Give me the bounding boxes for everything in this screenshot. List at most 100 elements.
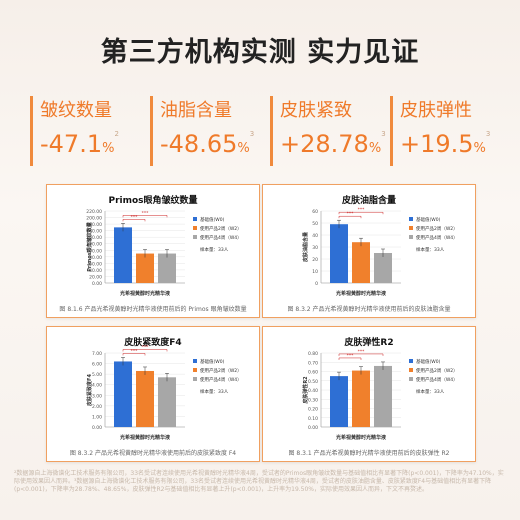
y-tick-label: 20 xyxy=(312,257,318,263)
legend-swatch xyxy=(409,368,413,372)
y-tick-label: 0 xyxy=(315,281,318,287)
y-tick-label: 10 xyxy=(312,269,318,275)
stat-footnote-mark: 2 xyxy=(114,130,119,138)
stat-footnote-mark: 3 xyxy=(485,130,491,138)
legend-label: 基础值(W0) xyxy=(200,358,225,365)
legend-label: 使用产品2周（W2） xyxy=(200,367,242,374)
chart-card-wrinkle: Primos眼角皱纹数量 0.00 20.00 40.00 60.00 80.00 100.… xyxy=(46,184,260,318)
legend-label: 使用产品2周（W2） xyxy=(416,367,458,374)
significance-mark: *** xyxy=(347,353,355,359)
bar-w4 xyxy=(158,253,176,283)
bar-w4 xyxy=(158,377,176,427)
legend-swatch xyxy=(193,217,197,221)
stat-value-group: +28.78% 3 xyxy=(280,130,386,158)
significance-mark: *** xyxy=(131,348,139,354)
chart-title: 皮肤油脂含量 xyxy=(341,194,396,206)
stat-value: +19.5 xyxy=(400,130,474,158)
chart-title: 皮肤紧致度F4 xyxy=(123,336,181,348)
stat-unit: % xyxy=(102,141,115,156)
y-tick-label: 80.00 xyxy=(89,255,102,261)
significance-bracket xyxy=(122,349,168,352)
sample-size-label: 样本量：33人 xyxy=(416,388,445,395)
stat-wrinkle: 皱纹数量 -47.1% 2 xyxy=(30,96,142,166)
chart-card-firmness: 皮肤紧致度F4 0.00 1.00 2.00 3.00 4.00 5.00 6.00 7.00 皮… xyxy=(46,326,260,462)
y-tick-label: 20.00 xyxy=(89,274,102,280)
y-tick-label: 160.00 xyxy=(86,229,102,235)
y-tick-label: 0.50 xyxy=(308,379,318,385)
stat-value: -47.1 xyxy=(40,130,103,158)
y-axis-label: 皮肤油脂含量 xyxy=(302,232,309,263)
chart-card-elasticity: 皮肤弹性R2 0.00 0.10 0.20 0.30 0.40 0.50 0.60 0.70 0.… xyxy=(262,326,476,462)
significance-mark: *** xyxy=(358,349,366,355)
bar-w2 xyxy=(136,253,154,283)
significance-bracket xyxy=(122,215,168,218)
y-tick-label: 0.30 xyxy=(308,397,318,403)
stat-label: 皮肤紧致 xyxy=(280,100,352,121)
legend-swatch xyxy=(409,235,413,239)
y-tick-label: 0.00 xyxy=(308,425,318,431)
significance-bracket xyxy=(338,211,384,215)
y-axis-label: 皮肤弹性R2 xyxy=(302,376,309,405)
sample-size-label: 样本量：33人 xyxy=(416,246,445,253)
stat-footnote-mark: 3 xyxy=(381,130,386,138)
y-tick-label: 40 xyxy=(312,233,318,239)
stat-divider xyxy=(150,96,153,166)
chart-card-oil: 皮肤油脂含量 0 10 20 30 40 50 60 皮肤油脂含量 光希视黄醇时光精华液 *** **… xyxy=(262,184,476,318)
stat-value-group: -48.65% 3 xyxy=(160,130,254,158)
y-tick-label: 6.00 xyxy=(92,362,102,368)
legend-swatch xyxy=(193,226,197,230)
stat-value-group: +19.5% 3 xyxy=(400,130,490,158)
stat-elasticity: 皮肤弹性 +19.5% 3 xyxy=(390,96,502,166)
stat-divider xyxy=(270,96,273,166)
significance-mark: *** xyxy=(347,211,355,217)
significance-bracket xyxy=(338,353,384,356)
legend-swatch xyxy=(193,359,197,363)
chart-caption: 图 8.1.6 产品光希视黄醇时光精华液使用前后的 Primos 眼角皱纹数量 xyxy=(59,306,247,313)
bar-w2 xyxy=(136,370,154,427)
stat-oil: 油脂含量 -48.65% 3 xyxy=(150,96,262,166)
legend-label: 基础值(W0) xyxy=(416,216,441,223)
significance-bracket xyxy=(122,219,146,222)
firmness-chart: 皮肤紧致度F4 0.00 1.00 2.00 3.00 4.00 5.00 6.00 7.00 皮… xyxy=(86,336,242,441)
significance-mark: *** xyxy=(142,344,150,350)
significance-mark: *** xyxy=(142,210,150,216)
chart-title: 皮肤弹性R2 xyxy=(343,336,393,348)
legend-swatch xyxy=(409,377,413,381)
elasticity-chart: 皮肤弹性R2 0.00 0.10 0.20 0.30 0.40 0.50 0.60 0.70 0.… xyxy=(302,336,458,441)
stat-divider xyxy=(390,96,393,166)
wrinkle-chart: Primos眼角皱纹数量 0.0020.0040.0060.0080.00100.… xyxy=(86,194,242,297)
stat-value: +28.78 xyxy=(280,130,369,158)
y-tick-label: 100.00 xyxy=(86,248,102,254)
chart-caption: 图 8.3.2 产品光希视黄醇时光精华液使用前后的皮肤油脂含量 xyxy=(287,306,451,313)
legend-swatch xyxy=(193,235,197,239)
legend-label: 使用产品4周（W4） xyxy=(200,376,242,383)
stat-footnote-mark: 3 xyxy=(249,130,255,138)
y-tick-label: 3.00 xyxy=(92,393,102,399)
stat-unit: % xyxy=(368,141,382,156)
y-tick-label: 30 xyxy=(312,245,318,251)
significance-mark: *** xyxy=(131,214,139,220)
legend-swatch xyxy=(193,377,197,381)
bar-w0 xyxy=(114,361,132,427)
sample-size-label: 样本量：33人 xyxy=(200,246,229,253)
bar-w2 xyxy=(352,370,370,427)
bar-w0 xyxy=(330,224,348,283)
y-tick-label: 180.00 xyxy=(86,222,102,228)
stat-divider xyxy=(30,96,33,166)
legend-label: 使用产品4周（W4） xyxy=(416,234,458,241)
bar-w2 xyxy=(352,242,370,283)
y-tick-label: 120.00 xyxy=(86,242,102,248)
bar-w4 xyxy=(374,365,392,427)
stat-unit: % xyxy=(473,141,486,156)
stat-label: 皮肤弹性 xyxy=(400,100,472,121)
page-title: 第三方机构实测 实力见证 xyxy=(100,37,420,68)
y-axis-label: 皮肤紧致度F4 xyxy=(86,374,93,407)
y-tick-label: 40.00 xyxy=(89,268,102,274)
legend-label: 使用产品4周（W4） xyxy=(416,376,458,383)
y-tick-label: 7.00 xyxy=(92,351,102,357)
significance-bracket xyxy=(122,353,146,356)
y-tick-label: 0.10 xyxy=(308,416,318,422)
stat-unit: % xyxy=(237,141,250,156)
y-tick-label: 50 xyxy=(312,221,318,227)
